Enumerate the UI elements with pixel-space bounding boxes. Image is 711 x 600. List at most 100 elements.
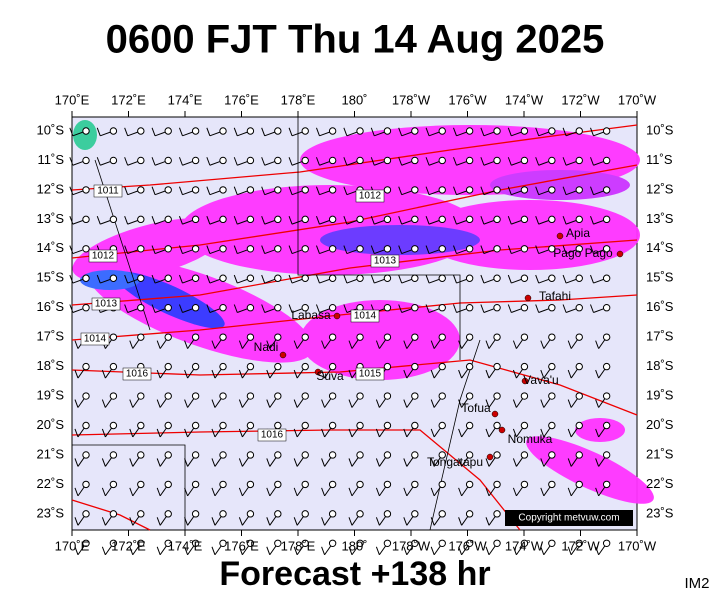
lat-label: 18˚S bbox=[646, 358, 674, 373]
barb-station bbox=[191, 333, 200, 341]
barb-station bbox=[493, 362, 501, 371]
barb-station bbox=[82, 274, 90, 282]
barb-station bbox=[383, 392, 392, 400]
lat-label: 11˚S bbox=[646, 152, 673, 167]
barb-station bbox=[520, 392, 529, 400]
lat-label: 11˚S bbox=[38, 152, 65, 167]
isobar-label-box bbox=[91, 297, 121, 311]
barb-station bbox=[274, 333, 282, 341]
barb-station bbox=[411, 186, 419, 194]
barb-feather bbox=[485, 340, 490, 349]
barb-station bbox=[137, 156, 145, 165]
barb-station bbox=[137, 186, 145, 194]
barb-station bbox=[520, 362, 529, 371]
barb-station bbox=[109, 215, 118, 224]
barb-feather bbox=[567, 340, 572, 349]
barb-feather bbox=[321, 369, 326, 379]
barb-station bbox=[191, 451, 200, 459]
lon-label: 180˚ bbox=[341, 92, 367, 107]
barb-station bbox=[82, 186, 90, 194]
barb-feather bbox=[343, 186, 348, 195]
barb-feather bbox=[348, 340, 353, 349]
barb-feather bbox=[453, 274, 457, 284]
barb-station bbox=[465, 362, 474, 371]
barb-station bbox=[383, 304, 392, 312]
barb-station bbox=[548, 156, 556, 165]
barb-feather bbox=[480, 186, 485, 195]
lon-label: 170˚E bbox=[55, 92, 90, 107]
barb-station bbox=[246, 274, 255, 282]
barb-station bbox=[438, 304, 446, 312]
barb-station bbox=[383, 127, 392, 135]
barb-station bbox=[438, 480, 446, 489]
isobar-label: 1011 bbox=[97, 186, 119, 197]
barb-station bbox=[465, 186, 474, 194]
barb-feather bbox=[74, 517, 79, 526]
barb-station bbox=[493, 156, 501, 165]
barb-feather bbox=[458, 369, 463, 379]
barb-feather bbox=[348, 546, 353, 555]
barb-feather bbox=[211, 487, 216, 497]
barb-station bbox=[246, 480, 255, 489]
barb-station bbox=[82, 362, 90, 371]
barb-station bbox=[219, 333, 227, 341]
barb-station bbox=[356, 333, 364, 341]
barb-station bbox=[301, 333, 309, 341]
barb-feather bbox=[348, 369, 353, 379]
barb-station bbox=[520, 421, 529, 430]
barb-feather bbox=[184, 399, 189, 408]
barb-feather bbox=[129, 487, 134, 497]
isobar-label-box bbox=[93, 184, 123, 198]
barb-feather bbox=[595, 428, 600, 438]
barb-station bbox=[219, 274, 227, 282]
lon-label: 176˚E bbox=[224, 92, 259, 107]
barb-feather bbox=[507, 215, 512, 225]
barb-feather bbox=[315, 215, 320, 225]
barb-station bbox=[520, 451, 529, 459]
barb-feather bbox=[458, 487, 463, 497]
barb-station bbox=[383, 186, 392, 194]
barb-feather bbox=[184, 369, 189, 379]
barb-feather bbox=[535, 127, 540, 136]
barb-feather bbox=[370, 127, 375, 136]
barb-station bbox=[137, 539, 145, 547]
lon-label: 172˚E bbox=[111, 538, 146, 553]
place-label: Apia bbox=[566, 226, 590, 240]
lat-label: 15˚S bbox=[37, 270, 65, 285]
barb-station bbox=[274, 510, 282, 518]
barb-station bbox=[465, 127, 474, 135]
barb-station bbox=[465, 480, 474, 489]
barb-station bbox=[301, 421, 309, 430]
barb-station bbox=[548, 304, 556, 312]
barb-station bbox=[274, 362, 282, 371]
barb-station bbox=[328, 539, 337, 547]
barb-station bbox=[520, 333, 529, 341]
barb-station bbox=[602, 480, 611, 489]
barb-station bbox=[109, 510, 118, 518]
barb-feather bbox=[156, 458, 161, 467]
barb-feather bbox=[375, 517, 380, 526]
barb-station bbox=[301, 156, 309, 165]
barb-station bbox=[465, 421, 474, 430]
barb-station bbox=[465, 333, 474, 341]
barb-feather bbox=[206, 304, 211, 313]
place-label: Vava'u bbox=[523, 373, 558, 387]
barb-station bbox=[602, 127, 611, 135]
barb-station bbox=[191, 510, 200, 518]
barb-feather bbox=[69, 274, 74, 284]
place-dot bbox=[498, 426, 506, 434]
barb-feather bbox=[567, 458, 572, 467]
barb-station bbox=[164, 156, 172, 165]
isobar-label: 1016 bbox=[261, 430, 284, 441]
lon-label: 178˚E bbox=[281, 538, 316, 553]
barb-feather bbox=[266, 399, 271, 408]
barb-feather bbox=[96, 274, 101, 284]
barb-station bbox=[164, 215, 172, 224]
barb-feather bbox=[69, 157, 74, 166]
barb-station bbox=[356, 451, 364, 459]
barb-feather bbox=[453, 245, 457, 254]
barb-feather bbox=[348, 428, 353, 438]
barb-feather bbox=[321, 340, 326, 349]
barb-station bbox=[274, 539, 282, 547]
place-dot bbox=[556, 232, 564, 240]
